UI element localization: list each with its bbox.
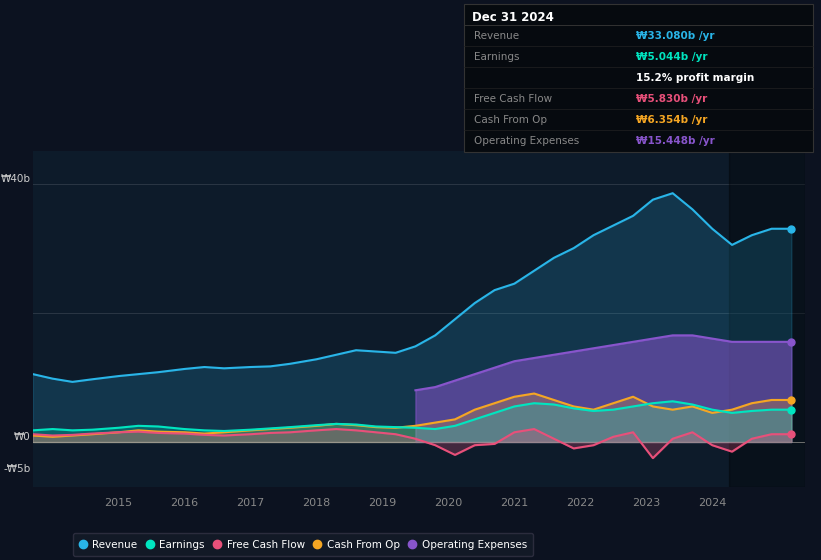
Text: Operating Expenses: Operating Expenses bbox=[474, 136, 579, 146]
Text: ₩5.830b /yr: ₩5.830b /yr bbox=[636, 94, 708, 104]
Text: 15.2% profit margin: 15.2% profit margin bbox=[636, 73, 754, 83]
Legend: Revenue, Earnings, Free Cash Flow, Cash From Op, Operating Expenses: Revenue, Earnings, Free Cash Flow, Cash … bbox=[73, 534, 533, 556]
Bar bbox=[729, 151, 805, 487]
Text: Free Cash Flow: Free Cash Flow bbox=[474, 94, 552, 104]
Text: ₩6.354b /yr: ₩6.354b /yr bbox=[636, 115, 708, 125]
Text: ₩0: ₩0 bbox=[14, 432, 30, 442]
Text: Revenue: Revenue bbox=[474, 31, 519, 41]
Text: ₩40b: ₩40b bbox=[1, 174, 30, 184]
Text: ₩15.448b /yr: ₩15.448b /yr bbox=[636, 136, 715, 146]
Text: Cash From Op: Cash From Op bbox=[474, 115, 547, 125]
Text: ₩5.044b /yr: ₩5.044b /yr bbox=[636, 52, 708, 62]
Text: Earnings: Earnings bbox=[474, 52, 519, 62]
Text: -₩5b: -₩5b bbox=[3, 464, 30, 474]
Text: Dec 31 2024: Dec 31 2024 bbox=[472, 11, 554, 24]
Text: ₩33.080b /yr: ₩33.080b /yr bbox=[636, 31, 715, 41]
